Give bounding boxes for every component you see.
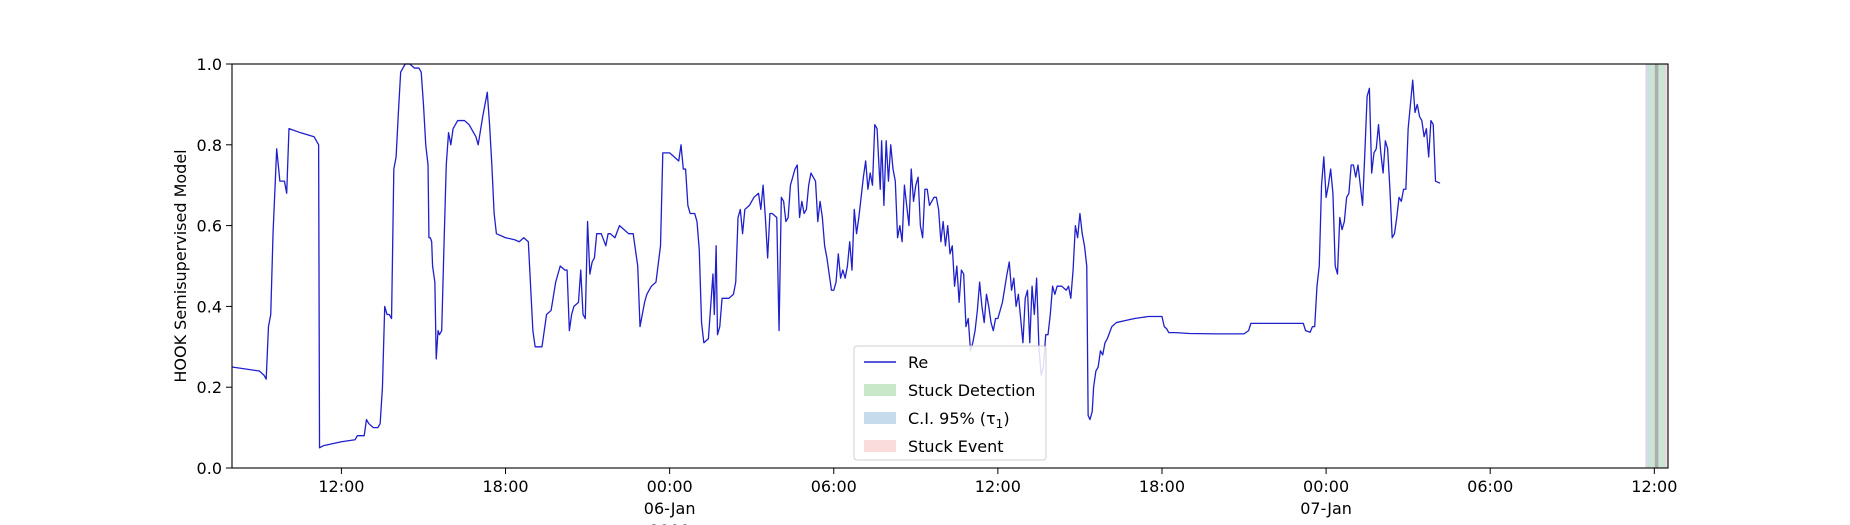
x-tick-label: 07-Jan <box>1300 499 1352 518</box>
x-tick-label: 1900 <box>649 521 690 525</box>
y-tick-label: 0.4 <box>197 297 222 316</box>
legend-label-text: Re <box>908 353 928 372</box>
x-tick-label: 12:00 <box>975 477 1021 496</box>
x-tick-label: 12:00 <box>318 477 364 496</box>
legend-label-text: Stuck Detection <box>908 381 1035 400</box>
legend-label: C.I. 95% (τ1) <box>908 409 1010 431</box>
x-tick-label: 06:00 <box>811 477 857 496</box>
y-axis: 0.0 0.2 0.4 0.6 0.8 1.0 <box>197 55 232 478</box>
legend-label: Stuck Event <box>908 437 1004 456</box>
series-layer <box>231 63 1441 449</box>
y-tick-label: 0.2 <box>197 378 222 397</box>
legend-label-text: Stuck Event <box>908 437 1004 456</box>
legend: Re Stuck Detection C.I. 95% (τ1) Stuck Even… <box>853 345 1047 461</box>
y-axis-label: HOOK Semisupervised Model <box>171 149 190 382</box>
legend-label-suffix: ) <box>1003 409 1009 428</box>
legend-label: Re <box>908 353 928 372</box>
plot-frame <box>231 63 1669 469</box>
legend-label-text: C.I. 95% (τ <box>908 409 996 428</box>
legend-swatch-patch <box>864 384 896 396</box>
x-tick-label: 12:00 <box>1631 477 1677 496</box>
x-tick-label: 06-Jan <box>644 499 696 518</box>
x-tick-label: 18:00 <box>1139 477 1185 496</box>
series-line-re <box>231 63 1441 449</box>
y-tick-label: 0.6 <box>197 217 222 236</box>
x-tick-label: 06:00 <box>1467 477 1513 496</box>
x-axis: 12:00 18:00 00:00 06-Jan 1900 06:00 12:00 18:00… <box>318 468 1677 525</box>
band-overlap <box>1654 64 1659 468</box>
y-tick-label: 1.0 <box>197 55 222 74</box>
legend-label-subscript: 1 <box>996 417 1004 431</box>
x-tick-label: 00:00 <box>1303 477 1349 496</box>
legend-swatch-patch <box>864 440 896 452</box>
legend-swatch-patch <box>864 412 896 424</box>
legend-label: Stuck Detection <box>908 381 1035 400</box>
x-tick-label: 00:00 <box>647 477 693 496</box>
y-tick-label: 0.8 <box>197 136 222 155</box>
shaded-regions <box>1645 64 1668 468</box>
y-tick-label: 0.0 <box>197 459 222 478</box>
x-tick-label: 18:00 <box>482 477 528 496</box>
legend-box <box>853 345 1047 461</box>
